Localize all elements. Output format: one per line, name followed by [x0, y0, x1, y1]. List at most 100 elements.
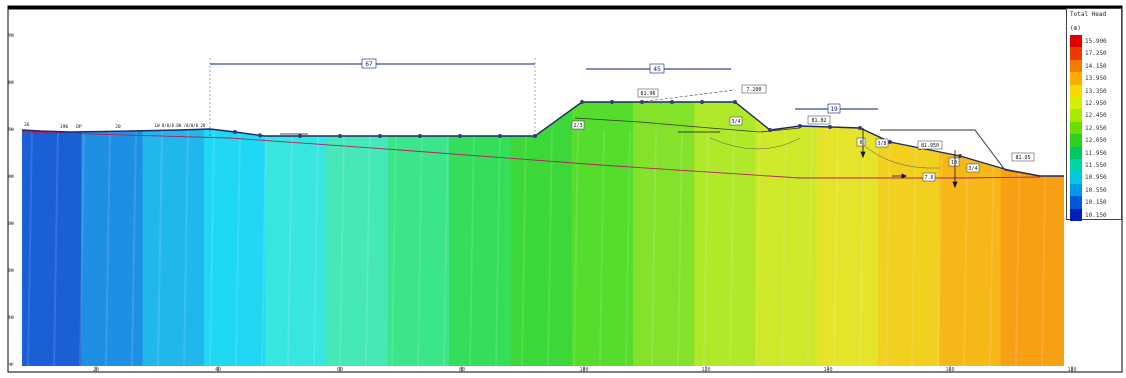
y-tick-label: 0: [10, 362, 13, 368]
legend-swatch: [1070, 97, 1082, 110]
mesh-node: [640, 100, 644, 104]
head-band: [571, 102, 637, 366]
legend-swatch: [1070, 196, 1082, 209]
legend-title: Total Head: [1070, 11, 1107, 18]
legend-value: 13.350: [1085, 87, 1107, 95]
head-band: [632, 102, 699, 366]
field-streak: [131, 129, 137, 366]
dim-right-label: 19: [830, 106, 838, 113]
field-streak: [443, 129, 449, 366]
field-streak: [989, 129, 995, 366]
field-streak: [781, 129, 787, 366]
legend-value: 10.550: [1085, 186, 1107, 194]
legend-entry: 12.450: [1070, 109, 1120, 123]
legend-swatch: [1070, 183, 1082, 197]
field-streak: [859, 129, 865, 366]
dim-top-label: 45: [653, 66, 661, 73]
legend-swatch: [1070, 109, 1082, 122]
mesh-node: [418, 134, 422, 138]
mesh-node: [338, 134, 342, 138]
legend-value: 14.150: [1085, 62, 1107, 70]
y-tick-label: 70: [8, 33, 14, 39]
x-tick-label: 140: [823, 367, 832, 373]
y-tick-label: 60: [8, 80, 14, 86]
y-tick-label: 40: [8, 174, 14, 180]
field-streak: [911, 129, 917, 366]
y-tick-label: 30: [8, 221, 14, 227]
head-band: [81, 102, 147, 366]
field-streak: [53, 129, 59, 366]
field-streak: [105, 129, 111, 366]
legend-swatch: [1070, 47, 1082, 60]
field-streak: [313, 129, 319, 366]
legend-entry: 14.150: [1070, 59, 1120, 74]
head-band: [22, 102, 86, 366]
legend-unit: (m): [1070, 25, 1081, 32]
legend-swatch: [1070, 146, 1082, 159]
field-streak: [495, 129, 501, 366]
legend-swatch: [1070, 134, 1082, 147]
head-band: [142, 102, 208, 366]
mesh-node: [378, 134, 382, 138]
field-streak: [339, 129, 345, 366]
legend-value: 10.950: [1085, 174, 1107, 182]
legend-swatch: [1070, 59, 1082, 73]
legend-swatch: [1070, 208, 1082, 221]
y-axis: 0 10 20 30 40 50 60 70: [8, 33, 14, 368]
field-streak: [209, 129, 215, 366]
crest-label: 81.96: [640, 91, 655, 97]
legend-entry: 12.950: [1070, 97, 1120, 111]
field-streak: [27, 129, 33, 366]
field-streak: [599, 129, 605, 366]
x-tick-label: 160: [945, 367, 954, 373]
mesh-node: [258, 133, 262, 138]
field-streak: [703, 129, 709, 366]
dim-left-label: 67: [365, 61, 373, 68]
dimension-right: 19: [795, 103, 878, 114]
small-label-b: 10: [951, 160, 957, 166]
legend-value: 12.950: [1085, 100, 1107, 107]
arrow-markers: [280, 128, 958, 189]
legend-value: 11.950: [1085, 149, 1107, 157]
field-streak: [833, 129, 839, 366]
legend-entry: 15.900: [1070, 35, 1120, 49]
legend-value: 17.250: [1085, 50, 1107, 58]
mesh-node: [733, 100, 737, 104]
x-tick-label: 60: [337, 367, 343, 373]
field-streak: [573, 129, 579, 366]
mesh-node: [700, 100, 704, 104]
field-streak: [677, 129, 683, 366]
mesh-node: [458, 134, 462, 138]
mesh-node: [888, 140, 892, 144]
legend-value: 10.150: [1085, 199, 1107, 207]
mid-tag: 20: [115, 124, 121, 130]
head-band: [755, 102, 821, 366]
legend-entry: 10.150: [1070, 208, 1120, 223]
y-tick-label: 10: [8, 315, 14, 321]
pipe-label: 7.6: [924, 175, 933, 181]
leader-line: [639, 89, 736, 103]
legend-swatch: [1070, 72, 1082, 85]
legend-value: 10.150: [1085, 211, 1107, 219]
head-band: [203, 102, 270, 366]
field-streak: [547, 129, 553, 366]
field-streak: [287, 129, 293, 366]
legend-swatch: [1070, 171, 1082, 184]
small-label-a: 6: [859, 140, 862, 146]
mesh-node: [298, 134, 302, 138]
mesh-node: [958, 154, 962, 158]
head-band: [694, 102, 760, 366]
legend-swatch: [1070, 84, 1082, 97]
legend-value: 12.950: [1085, 124, 1107, 132]
legend-value: 13.950: [1085, 75, 1107, 83]
internal-boundary: [574, 117, 801, 133]
legend-entry: 10.550: [1070, 183, 1120, 198]
field-streak: [417, 129, 423, 366]
x-tick-label: 180: [1067, 367, 1076, 373]
field-streak: [729, 129, 735, 366]
legend-entry: 13.950: [1070, 72, 1120, 86]
mesh-node: [610, 100, 614, 104]
x-tick-label: 120: [701, 367, 710, 373]
